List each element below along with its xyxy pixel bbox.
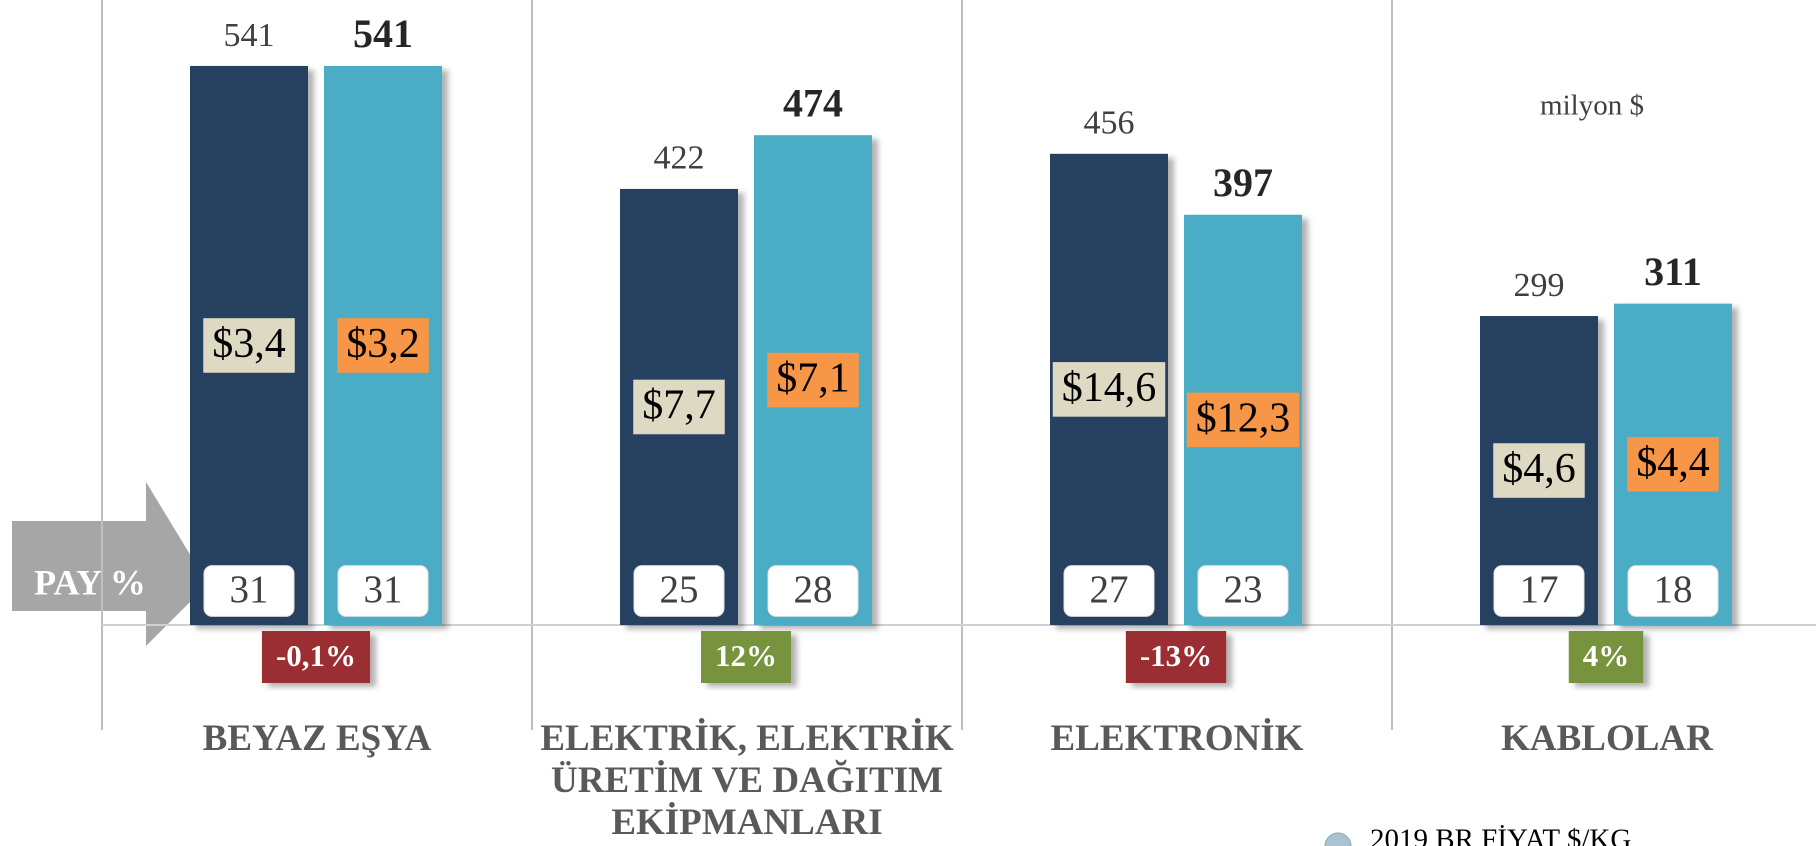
- share-label: 17: [1520, 568, 1559, 611]
- share-label: 31: [230, 568, 269, 611]
- category-label: ELEKTRONİK: [1050, 718, 1304, 759]
- share-label-box: [767, 565, 859, 617]
- price-label: $14,6: [1062, 365, 1157, 411]
- price-label-box: [1493, 443, 1585, 498]
- share-label-box: [1627, 565, 1719, 617]
- share-title: PAY %: [34, 562, 146, 602]
- share-label-box: [337, 565, 429, 617]
- value-label: 422: [654, 140, 705, 177]
- share-label: 31: [364, 568, 403, 611]
- unit-note: milyon $: [1540, 90, 1644, 122]
- price-label: $4,4: [1636, 440, 1710, 486]
- value-label: 474: [783, 80, 843, 125]
- price-label-box: [1627, 437, 1719, 492]
- price-label: $4,6: [1502, 446, 1576, 492]
- change-label: 4%: [1583, 638, 1630, 673]
- share-label-box: [1197, 565, 1289, 617]
- share-label: 25: [660, 568, 699, 611]
- share-label: 27: [1090, 568, 1129, 611]
- share-arrow: [12, 482, 208, 646]
- price-label-box: [767, 352, 859, 408]
- value-label: 456: [1084, 105, 1135, 142]
- legend-marker: [1324, 832, 1352, 846]
- value-label: 299: [1514, 267, 1565, 304]
- change-label-box: [261, 631, 371, 683]
- price-label-box: [633, 379, 725, 435]
- share-label-box: [203, 565, 295, 617]
- share-label: 18: [1654, 568, 1693, 611]
- category-label: BEYAZ EŞYA: [202, 718, 432, 759]
- price-label: $12,3: [1196, 396, 1291, 442]
- price-label-box: [337, 318, 429, 373]
- price-label-box: [203, 318, 295, 373]
- share-label-box: [1063, 565, 1155, 617]
- price-label: $3,2: [346, 321, 420, 367]
- share-label: 23: [1224, 568, 1263, 611]
- price-label-box: [1186, 392, 1300, 448]
- price-label: $7,1: [776, 356, 850, 402]
- category-label: KABLOLAR: [1501, 718, 1713, 759]
- value-label: 397: [1213, 160, 1273, 205]
- legend-text: 2019 BR FİYAT $/KG: [1370, 824, 1631, 846]
- change-label-box: [1125, 631, 1227, 683]
- price-label: $7,7: [642, 383, 716, 429]
- value-label: 541: [224, 17, 275, 54]
- change-label-box: [701, 631, 791, 683]
- category-label: ELEKTRİK, ELEKTRİK ÜRETİM VE DAĞITIM EKİ…: [540, 718, 954, 843]
- price-label: $3,4: [212, 321, 286, 367]
- value-label: 541: [353, 11, 413, 56]
- change-label-box: [1568, 631, 1644, 683]
- share-label: 28: [794, 568, 833, 611]
- change-label: -0,1%: [276, 638, 356, 673]
- price-label-box: [1052, 362, 1166, 417]
- share-label-box: [633, 565, 725, 617]
- share-label-box: [1493, 565, 1585, 617]
- change-label: 12%: [715, 638, 777, 673]
- change-label: -13%: [1140, 638, 1212, 673]
- value-label: 311: [1644, 249, 1702, 294]
